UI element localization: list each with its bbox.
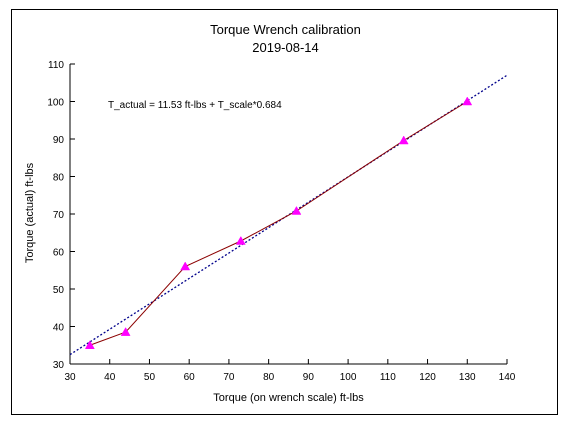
y-tick-label: 100: [47, 98, 64, 109]
x-tick-label: 40: [104, 372, 116, 383]
x-tick-label: 90: [303, 372, 315, 383]
x-tick-label: 120: [419, 372, 436, 383]
data-point-marker: [120, 327, 131, 336]
chart-title: Torque Wrench calibration: [210, 22, 361, 37]
y-tick-label: 30: [53, 360, 65, 371]
x-tick-label: 50: [144, 372, 156, 383]
x-tick-label: 80: [263, 372, 275, 383]
x-tick-label: 110: [380, 372, 396, 383]
chart-frame: [11, 9, 558, 415]
data-point-marker: [462, 96, 473, 106]
data-point-marker: [398, 135, 409, 145]
y-tick-label: 50: [53, 285, 65, 296]
data-point-marker: [180, 261, 191, 271]
x-tick-label: 70: [223, 372, 235, 383]
series-measured-line: [89, 101, 468, 346]
y-axis-label: Torque (actual) ft-lbs: [24, 162, 36, 264]
x-axis-label: Torque (on wrench scale) ft-lbs: [213, 392, 364, 404]
x-tick-label: 140: [499, 372, 516, 383]
data-point-marker: [235, 235, 246, 245]
chart-subtitle: 2019-08-14: [252, 40, 319, 55]
x-tick-label: 60: [184, 372, 196, 383]
y-tick-label: 40: [53, 323, 65, 334]
x-tick-label: 30: [64, 372, 76, 383]
y-tick-label: 70: [53, 210, 65, 221]
y-tick-label: 80: [53, 173, 65, 184]
fit-equation-annotation: T_actual = 11.53 ft-lbs + T_scale*0.684: [108, 100, 282, 111]
y-tick-label: 110: [48, 60, 64, 71]
data-point-marker: [84, 340, 95, 349]
y-tick-label: 90: [53, 135, 65, 146]
x-tick-label: 130: [459, 372, 476, 383]
y-tick-label: 60: [53, 248, 65, 259]
x-tick-label: 100: [340, 372, 357, 383]
data-point-marker: [291, 205, 302, 215]
